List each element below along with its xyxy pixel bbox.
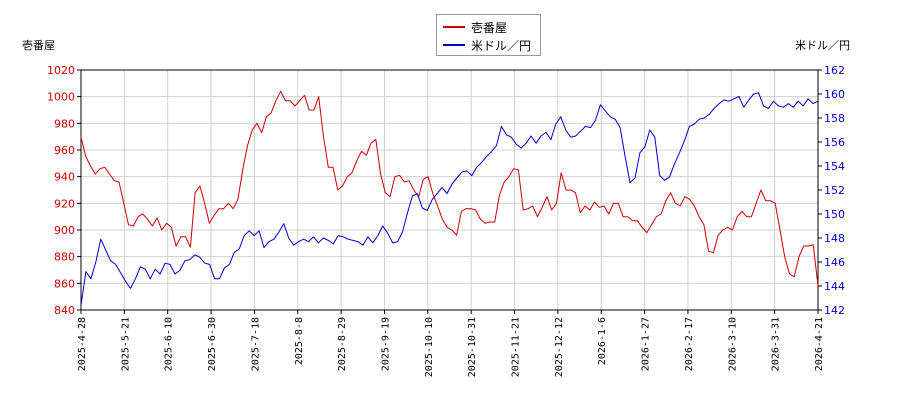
right-tick-label: 150 — [824, 208, 845, 221]
x-tick-label: 2025-6-10 — [164, 317, 175, 371]
right-tick-label: 144 — [824, 280, 845, 293]
left-tick-label: 980 — [54, 117, 75, 130]
chart-legend: 壱番屋 米ドル／円 — [436, 14, 541, 56]
right-tick-label: 156 — [824, 136, 845, 149]
x-tick-label: 2025-9-19 — [380, 317, 391, 371]
x-tick-label: 2025-6-30 — [207, 317, 218, 371]
left-tick-label: 1020 — [47, 64, 75, 77]
x-tick-label: 2025-4-28 — [77, 317, 88, 371]
left-tick-label: 1000 — [47, 91, 75, 104]
legend-swatch-usdjpy — [443, 44, 465, 46]
x-tick-label: 2026-4-21 — [814, 317, 825, 371]
chart-grid — [80, 69, 819, 311]
x-tick-label: 2025-7-18 — [250, 317, 261, 371]
x-tick-label: 2026-2-17 — [684, 317, 695, 371]
x-tick-label: 2025-10-31 — [467, 317, 478, 377]
legend-entry-usdjpy: 米ドル／円 — [443, 36, 531, 54]
right-tick-label: 142 — [824, 304, 845, 317]
x-tick-label: 2025-5-21 — [120, 317, 131, 371]
x-tick-label: 2026-3-10 — [727, 317, 738, 371]
x-axis: 2025-4-28 2025-5-21 2025-6-10 2025-6-30 2025… — [77, 310, 825, 377]
right-tick-label: 146 — [824, 256, 845, 269]
x-tick-label: 2026-1-27 — [641, 317, 652, 371]
x-tick-label: 2025-10-10 — [424, 317, 435, 377]
series-line-ichibanya — [80, 90, 819, 287]
left-tick-label: 940 — [54, 171, 75, 184]
legend-label-ichibanya: 壱番屋 — [471, 20, 508, 35]
x-tick-label: 2025-11-21 — [511, 317, 522, 377]
plot-area — [80, 69, 819, 311]
left-tick-label: 960 — [54, 144, 75, 157]
right-tick-label: 148 — [824, 232, 845, 245]
left-tick-label: 880 — [54, 251, 75, 264]
series-line-usdjpy — [80, 92, 819, 306]
left-axis-title: 壱番屋 — [22, 39, 55, 52]
right-tick-label: 154 — [824, 160, 845, 173]
legend-entry-ichibanya: 壱番屋 — [443, 18, 507, 36]
right-tick-label: 162 — [824, 64, 845, 77]
x-tick-label: 2025-12-12 — [554, 317, 565, 377]
legend-label-usdjpy: 米ドル／円 — [471, 38, 532, 53]
legend-swatch-ichibanya — [443, 26, 465, 28]
right-tick-label: 160 — [824, 88, 845, 101]
left-tick-label: 920 — [54, 197, 75, 210]
x-tick-label: 2025-8-29 — [337, 317, 348, 371]
right-axis-title: 米ドル／円 — [795, 39, 850, 52]
x-tick-label: 2026-1-6 — [597, 317, 608, 365]
left-tick-label: 900 — [54, 224, 75, 237]
left-tick-label: 840 — [54, 304, 75, 317]
x-tick-label: 2026-3-31 — [771, 317, 782, 371]
right-tick-label: 158 — [824, 112, 845, 125]
x-tick-label: 2025-8-8 — [294, 317, 305, 365]
right-tick-label: 152 — [824, 184, 845, 197]
right-axis: 142 144 146 148 150 152 154 156 158 160 162 — [818, 64, 845, 317]
left-tick-label: 860 — [54, 277, 75, 290]
left-axis: 840 860 880 900 920 940 960 980 1000 1020 — [47, 64, 81, 317]
series-layer — [80, 90, 819, 306]
